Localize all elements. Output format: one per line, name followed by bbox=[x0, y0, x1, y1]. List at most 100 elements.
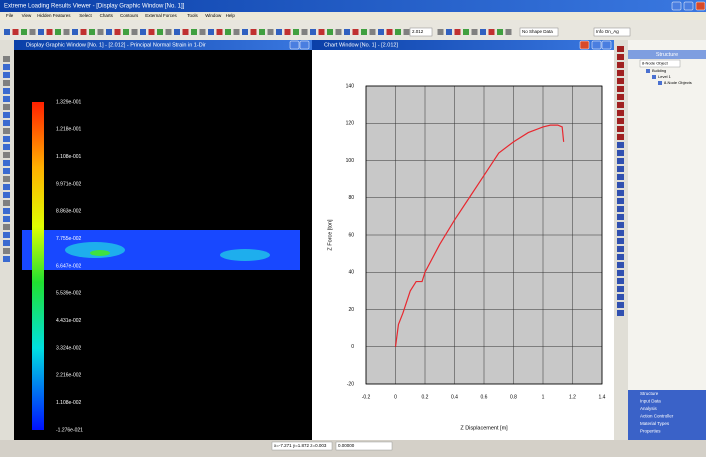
tree-item[interactable]: 8-Node Objects bbox=[664, 80, 692, 85]
window-button[interactable] bbox=[683, 1, 694, 11]
menu-item[interactable]: File bbox=[6, 13, 14, 18]
toolbar-icon[interactable] bbox=[4, 29, 10, 35]
toolbar-icon[interactable] bbox=[471, 29, 478, 35]
toolbar-icon[interactable] bbox=[80, 29, 87, 35]
toolbar-icon[interactable] bbox=[327, 29, 333, 35]
toolbar-icon[interactable] bbox=[148, 29, 155, 35]
tool-icon[interactable] bbox=[3, 80, 10, 86]
tool-icon[interactable] bbox=[617, 70, 624, 76]
tool-icon[interactable] bbox=[617, 206, 624, 212]
tree-item[interactable]: Level 1 bbox=[658, 74, 672, 79]
toolbar-icon[interactable] bbox=[157, 29, 163, 35]
toolbar-icon[interactable] bbox=[140, 29, 146, 35]
tool-icon[interactable] bbox=[617, 62, 624, 68]
tool-icon[interactable] bbox=[617, 94, 624, 100]
tool-icon[interactable] bbox=[3, 248, 10, 254]
tool-icon[interactable] bbox=[617, 126, 624, 132]
toolbar-icon[interactable] bbox=[29, 29, 36, 35]
menu-item[interactable]: Select bbox=[79, 13, 92, 18]
toolbar-icon[interactable] bbox=[208, 29, 214, 35]
toolbar-icon[interactable] bbox=[318, 29, 325, 35]
tool-icon[interactable] bbox=[617, 150, 624, 156]
toolbar-icon[interactable] bbox=[114, 29, 121, 35]
tool-icon[interactable] bbox=[617, 158, 624, 164]
tool-icon[interactable] bbox=[3, 104, 10, 110]
tool-icon[interactable] bbox=[617, 78, 624, 84]
tool-icon[interactable] bbox=[617, 46, 624, 52]
toolbar-icon[interactable] bbox=[63, 29, 70, 35]
tool-icon[interactable] bbox=[617, 190, 624, 196]
toolbar-icon[interactable] bbox=[97, 29, 104, 35]
info-field[interactable] bbox=[593, 27, 631, 37]
toolbar-icon[interactable] bbox=[395, 29, 401, 35]
menu-item[interactable]: Contours bbox=[120, 13, 139, 18]
toolbar-icon[interactable] bbox=[191, 29, 197, 35]
tool-icon[interactable] bbox=[617, 286, 624, 292]
menu-item[interactable]: Tools bbox=[187, 13, 198, 18]
tool-icon[interactable] bbox=[3, 224, 10, 230]
tool-icon[interactable] bbox=[3, 112, 10, 118]
toolbar-icon[interactable] bbox=[89, 29, 95, 35]
tool-icon[interactable] bbox=[617, 270, 624, 276]
tool-icon[interactable] bbox=[617, 166, 624, 172]
tool-icon[interactable] bbox=[617, 294, 624, 300]
tool-icon[interactable] bbox=[3, 96, 10, 102]
toolbar-icon[interactable] bbox=[46, 29, 53, 35]
toolbar-icon[interactable] bbox=[131, 29, 138, 35]
tool-icon[interactable] bbox=[3, 120, 10, 126]
tool-icon[interactable] bbox=[617, 118, 624, 124]
toolbar-icon[interactable] bbox=[310, 29, 316, 35]
menu-item[interactable]: Help bbox=[226, 13, 236, 18]
tool-icon[interactable] bbox=[617, 54, 624, 60]
tool-icon[interactable] bbox=[3, 56, 10, 62]
tool-icon[interactable] bbox=[617, 86, 624, 92]
panel-tab[interactable]: Properties bbox=[640, 429, 661, 434]
menu-item[interactable]: Charts bbox=[100, 13, 114, 18]
tool-icon[interactable] bbox=[3, 232, 10, 238]
tool-icon[interactable] bbox=[3, 88, 10, 94]
toolbar-icon[interactable] bbox=[403, 29, 410, 35]
toolbar-icon[interactable] bbox=[199, 29, 206, 35]
tool-icon[interactable] bbox=[617, 214, 624, 220]
toolbar-icon[interactable] bbox=[182, 29, 189, 35]
toolbar-icon[interactable] bbox=[165, 29, 172, 35]
window-button[interactable] bbox=[695, 1, 706, 11]
tool-icon[interactable] bbox=[617, 198, 624, 204]
object-dropdown[interactable] bbox=[639, 59, 681, 68]
tool-icon[interactable] bbox=[617, 110, 624, 116]
toolbar-icon[interactable] bbox=[174, 29, 180, 35]
toolbar-icon[interactable] bbox=[293, 29, 299, 35]
tool-icon[interactable] bbox=[3, 152, 10, 158]
toolbar-icon[interactable] bbox=[233, 29, 240, 35]
tool-icon[interactable] bbox=[3, 184, 10, 190]
panel-tab[interactable]: Structure bbox=[640, 391, 659, 396]
toolbar-icon[interactable] bbox=[505, 29, 512, 35]
window-button[interactable] bbox=[671, 1, 682, 11]
toolbar-icon[interactable] bbox=[386, 29, 393, 35]
tool-icon[interactable] bbox=[3, 72, 10, 78]
toolbar-icon[interactable] bbox=[276, 29, 282, 35]
tool-icon[interactable] bbox=[617, 142, 624, 148]
window-button[interactable] bbox=[591, 40, 602, 50]
toolbar-icon[interactable] bbox=[497, 29, 503, 35]
tool-icon[interactable] bbox=[3, 168, 10, 174]
toolbar-icon[interactable] bbox=[335, 29, 342, 35]
tool-icon[interactable] bbox=[3, 176, 10, 182]
toolbar-icon[interactable] bbox=[225, 29, 231, 35]
menu-item[interactable]: Window bbox=[205, 13, 222, 18]
tool-icon[interactable] bbox=[617, 310, 624, 316]
tool-icon[interactable] bbox=[3, 136, 10, 142]
toolbar-icon[interactable] bbox=[284, 29, 291, 35]
toolbar-icon[interactable] bbox=[480, 29, 486, 35]
toolbar-icon[interactable] bbox=[38, 29, 44, 35]
toolbar-icon[interactable] bbox=[488, 29, 495, 35]
window-button[interactable] bbox=[299, 40, 310, 50]
tool-icon[interactable] bbox=[617, 278, 624, 284]
tool-icon[interactable] bbox=[617, 174, 624, 180]
window-button[interactable] bbox=[601, 40, 612, 50]
menu-item[interactable]: View bbox=[22, 13, 32, 18]
toolbar-icon[interactable] bbox=[267, 29, 274, 35]
tool-icon[interactable] bbox=[3, 256, 10, 262]
tool-icon[interactable] bbox=[3, 216, 10, 222]
tool-icon[interactable] bbox=[617, 302, 624, 308]
